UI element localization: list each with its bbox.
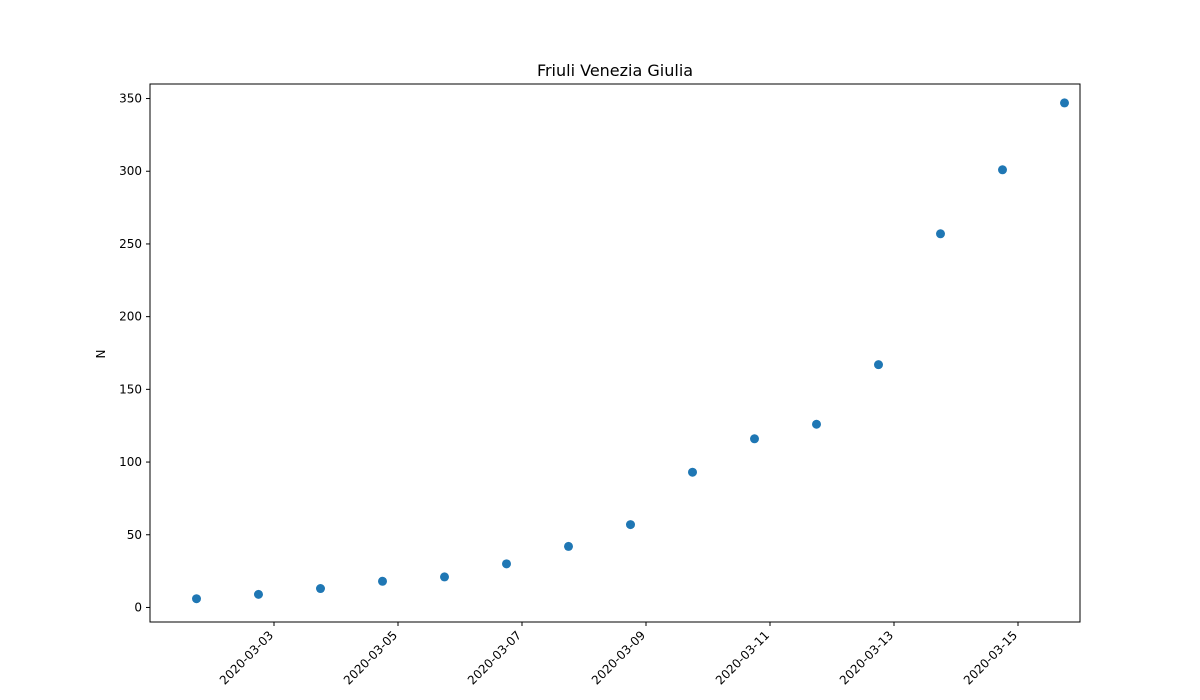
y-tick-label: 50 [127, 528, 142, 542]
x-tick-label: 2020-03-03 [217, 628, 276, 687]
x-tick-label: 2020-03-11 [713, 628, 772, 687]
x-tick-label: 2020-03-09 [589, 628, 648, 687]
data-point [1060, 98, 1069, 108]
x-tick-label: 2020-03-15 [961, 628, 1020, 687]
y-tick-label: 200 [119, 310, 142, 324]
y-tick-label: 350 [119, 92, 142, 106]
y-tick-label: 300 [119, 164, 142, 178]
data-point [998, 165, 1007, 175]
data-point [502, 559, 511, 569]
x-tick-label: 2020-03-13 [837, 628, 896, 687]
data-point [316, 584, 325, 594]
data-point [688, 467, 697, 477]
data-point [378, 576, 387, 586]
data-point [192, 594, 201, 604]
data-point [812, 419, 821, 429]
y-tick-label: 150 [119, 382, 142, 396]
data-point [750, 434, 759, 444]
y-axis-label: N [94, 350, 108, 359]
x-tick-label: 2020-03-05 [341, 628, 400, 687]
y-tick-label: 0 [134, 600, 142, 614]
chart-title: Friuli Venezia Giulia [537, 61, 693, 80]
y-tick-label: 250 [119, 237, 142, 251]
plot-frame [149, 83, 1081, 623]
data-point [440, 572, 449, 582]
x-tick-label: 2020-03-07 [465, 628, 524, 687]
data-point [564, 541, 573, 551]
data-point [936, 229, 945, 239]
data-point [626, 520, 635, 530]
data-point [254, 589, 263, 599]
y-tick-label: 100 [119, 455, 142, 469]
plot-area: 0 50 100 150 200 250 300 350 2020-03-03 2020-03-0… [119, 92, 1069, 687]
data-point [874, 360, 883, 370]
